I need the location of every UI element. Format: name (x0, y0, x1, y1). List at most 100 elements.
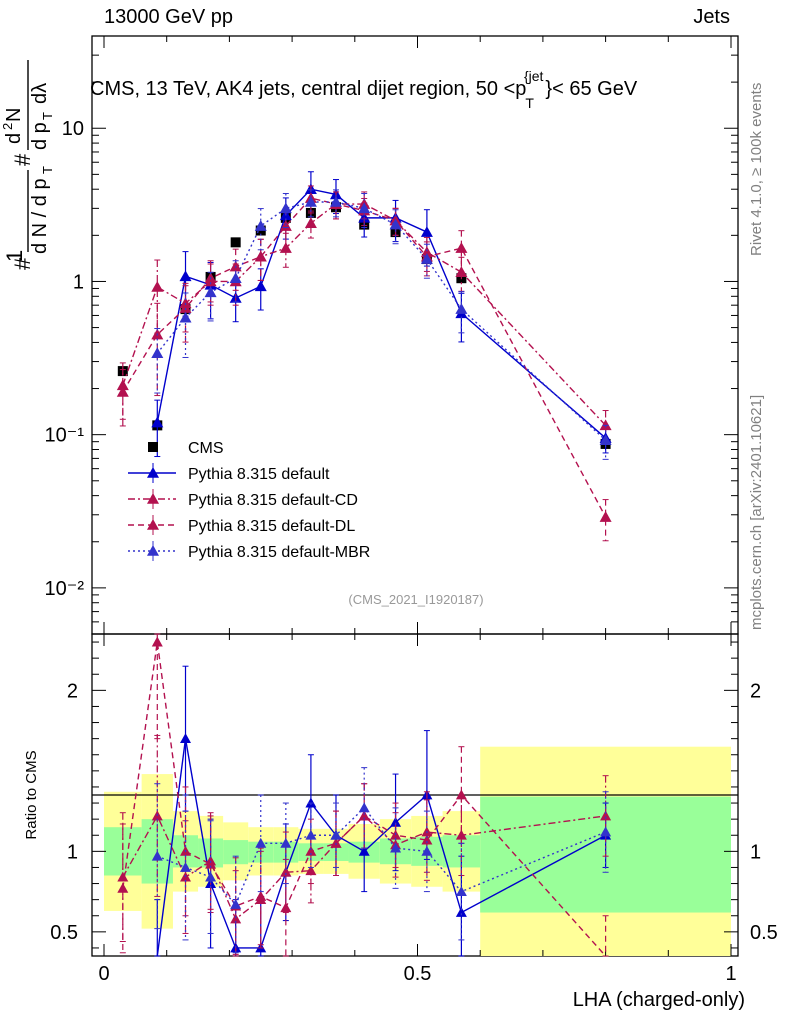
y-axis-label-ratio: Ratio to CMS (23, 750, 40, 839)
data-point-ratio (390, 816, 402, 827)
data-point-ratio (390, 842, 402, 853)
data-point-ratio (255, 890, 267, 901)
data-point-ratio (205, 871, 217, 882)
svg-text:1: 1 (2, 250, 27, 262)
data-point-main (304, 196, 317, 207)
data-point-ratio (358, 802, 370, 813)
svg-text:#: # (10, 153, 35, 166)
data-point-main (599, 511, 612, 522)
data-point-main (179, 302, 192, 313)
svg-text:2: 2 (0, 123, 15, 130)
x-tick-label: 0.5 (404, 963, 432, 985)
data-point-main (420, 226, 433, 237)
data-point-main (151, 281, 164, 292)
data-point-main (420, 253, 433, 264)
data-point-ratio (180, 861, 192, 872)
x-tick-label: 0 (98, 963, 109, 985)
series-line-main (156, 188, 607, 439)
series-0 (117, 202, 611, 449)
y-tick-label-ratio-right: 1 (750, 841, 761, 863)
data-point-main (389, 218, 402, 230)
header-process-label: 13000 GeV pp (104, 6, 233, 28)
data-point-main (329, 196, 342, 207)
data-point-main (254, 220, 267, 231)
data-point-ratio (421, 845, 433, 856)
data-point-ratio (280, 902, 292, 913)
legend-label: Pythia 8.315 default-MBR (188, 544, 370, 561)
data-point-main (254, 250, 267, 262)
data-point-main (179, 270, 192, 282)
svg-text:#: # (10, 257, 35, 270)
svg-text:d N / d p: d N / d p (29, 178, 51, 254)
series-line-main (122, 203, 607, 426)
series-layer (116, 171, 612, 957)
y-tick-label-main: 1 (73, 271, 84, 293)
data-point-main (599, 434, 612, 446)
data-point-main (116, 385, 129, 397)
y-tick-label-ratio: 1 (67, 841, 78, 863)
x-tick-label: 1 (725, 963, 736, 985)
series-line-ratio (122, 814, 606, 921)
legend-label: CMS (188, 440, 224, 457)
series-line-main (156, 201, 607, 441)
data-point-main (204, 286, 217, 298)
svg-text:T: T (40, 112, 55, 120)
svg-text:d p: d p (29, 122, 51, 150)
legend-marker (147, 493, 159, 504)
y-tick-label-ratio: 2 (67, 680, 78, 702)
cms-uncertainty-bands (104, 746, 731, 956)
legend-label: Pythia 8.315 default-DL (188, 518, 355, 535)
data-point-main (279, 202, 292, 214)
svg-text:T: T (40, 166, 55, 174)
data-point-ratio (358, 810, 370, 821)
data-point-ratio (358, 845, 370, 856)
y-tick-label-main: 10⁻² (45, 578, 85, 600)
data-point-ratio (455, 907, 467, 917)
data-point-ratio (455, 829, 467, 840)
y-tick-label-main: 10⁻¹ (45, 425, 85, 447)
data-point-ratio (421, 834, 433, 845)
legend-marker (148, 442, 158, 452)
data-point-ratio (455, 789, 467, 800)
data-point-ratio (455, 886, 467, 896)
y-axis-label-main: # 1 d N / d p T # d 2 N d p T dλ (0, 60, 55, 270)
y-tick-label-ratio-right: 0.5 (750, 922, 778, 944)
analysis-id: (CMS_2021_I1920187) (348, 592, 483, 607)
data-point-ratio (230, 898, 242, 909)
legend: CMS Pythia 8.315 default Pythia 8.315 defa… (128, 440, 370, 561)
data-point-ratio (330, 837, 342, 848)
y-tick-label-ratio: 0.5 (50, 922, 78, 944)
svg-text:N: N (3, 108, 25, 122)
data-point-main (358, 202, 371, 214)
y-tick-label-ratio-right: 2 (750, 680, 761, 702)
data-point-ratio (205, 858, 217, 869)
data-point-main (151, 416, 164, 428)
legend-marker (147, 519, 159, 530)
data-point-ratio (600, 826, 612, 837)
data-point-main (179, 311, 192, 323)
axis-ticks: 0 0.5 1 10⁻² 10⁻¹ 1 10 0.5 0.5 1 1 2 2 (45, 35, 778, 985)
header-category-label: Jets (693, 6, 730, 28)
data-point-ratio (600, 810, 612, 821)
data-point-main (151, 347, 164, 359)
x-axis-label: LHA (charged-only) (573, 989, 745, 1011)
data-point-main (599, 419, 612, 431)
data-point-main (304, 217, 317, 229)
series-line-main (122, 197, 607, 518)
legend-marker (147, 467, 159, 478)
chart-title: CMS, 13 TeV, AK4 jets, central dijet reg… (90, 68, 638, 111)
series-4 (151, 189, 612, 954)
data-point-ratio (117, 882, 129, 893)
data-point-main (229, 272, 242, 284)
data-point-ratio (180, 733, 192, 744)
svg-text:dλ: dλ (29, 83, 51, 104)
data-point-main (254, 280, 267, 292)
data-point-ratio (305, 829, 317, 840)
data-point-ratio (151, 850, 163, 861)
y-tick-label-main: 10 (62, 118, 84, 140)
data-point-main (230, 237, 241, 248)
data-point-ratio (330, 829, 342, 840)
data-point-ratio (305, 845, 317, 856)
legend-label: Pythia 8.315 default (188, 466, 330, 483)
